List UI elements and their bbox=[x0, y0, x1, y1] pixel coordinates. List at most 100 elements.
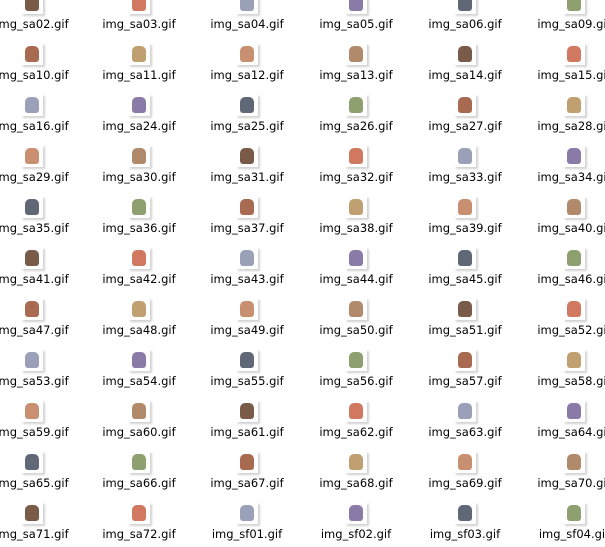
file-item[interactable]: img_sa04.gif bbox=[197, 0, 297, 42]
file-item[interactable]: img_sa32.gif bbox=[306, 145, 406, 195]
file-thumbnail bbox=[563, 400, 585, 422]
file-item[interactable]: img_sa66.gif bbox=[89, 451, 189, 501]
file-item[interactable]: img_sa55.gif bbox=[197, 349, 297, 399]
file-thumbnail bbox=[454, 196, 476, 218]
file-item[interactable]: img_sa68.gif bbox=[306, 451, 406, 501]
file-item[interactable]: img_sa56.gif bbox=[306, 349, 406, 399]
file-icon bbox=[132, 0, 146, 11]
file-item[interactable]: img_sa02.gif bbox=[0, 0, 82, 42]
file-item[interactable]: img_sa26.gif bbox=[306, 94, 406, 144]
file-item[interactable]: img_sa40.gif bbox=[524, 196, 605, 246]
file-icon bbox=[240, 352, 254, 368]
file-item[interactable]: img_sa53.gif bbox=[0, 349, 82, 399]
file-item[interactable]: img_sa34.gif bbox=[524, 145, 605, 195]
file-item[interactable]: img_sa64.gif bbox=[524, 400, 605, 450]
file-item[interactable]: img_sa41.gif bbox=[0, 247, 82, 297]
file-thumbnail bbox=[563, 451, 585, 473]
file-icon bbox=[349, 0, 363, 11]
file-thumbnail bbox=[345, 196, 367, 218]
file-item[interactable]: img_sa71.gif bbox=[0, 502, 82, 547]
file-item[interactable]: img_sa15.gif bbox=[524, 43, 605, 93]
file-thumbnail bbox=[236, 43, 258, 65]
file-icon bbox=[349, 352, 363, 368]
file-thumbnail bbox=[345, 145, 367, 167]
file-item[interactable]: img_sa09.gif bbox=[524, 0, 605, 42]
file-item[interactable]: img_sa49.gif bbox=[197, 298, 297, 348]
file-item[interactable]: img_sa46.gif bbox=[524, 247, 605, 297]
file-item[interactable]: img_sa61.gif bbox=[197, 400, 297, 450]
file-item[interactable]: img_sa51.gif bbox=[415, 298, 515, 348]
file-name: img_sa33.gif bbox=[428, 170, 502, 184]
file-item[interactable]: img_sa10.gif bbox=[0, 43, 82, 93]
file-item[interactable]: img_sa03.gif bbox=[89, 0, 189, 42]
file-icon bbox=[240, 97, 254, 113]
file-item[interactable]: img_sa35.gif bbox=[0, 196, 82, 246]
file-item[interactable]: img_sa33.gif bbox=[415, 145, 515, 195]
file-thumbnail bbox=[563, 349, 585, 371]
file-icon bbox=[349, 148, 363, 164]
file-item[interactable]: img_sa25.gif bbox=[197, 94, 297, 144]
file-item[interactable]: img_sa65.gif bbox=[0, 451, 82, 501]
file-item[interactable]: img_sa06.gif bbox=[415, 0, 515, 42]
file-item[interactable]: img_sa11.gif bbox=[89, 43, 189, 93]
file-thumbnail bbox=[563, 247, 585, 269]
file-item[interactable]: img_sa12.gif bbox=[197, 43, 297, 93]
file-icon bbox=[458, 148, 472, 164]
file-thumbnail bbox=[128, 298, 150, 320]
file-name: img_sa61.gif bbox=[210, 425, 284, 439]
file-name: img_sa51.gif bbox=[428, 323, 502, 337]
file-item[interactable]: img_sa63.gif bbox=[415, 400, 515, 450]
file-item[interactable]: img_sa43.gif bbox=[197, 247, 297, 297]
file-item[interactable]: img_sa48.gif bbox=[89, 298, 189, 348]
file-item[interactable]: img_sa28.gif bbox=[524, 94, 605, 144]
file-item[interactable]: img_sa13.gif bbox=[306, 43, 406, 93]
file-name: img_sa28.gif bbox=[537, 119, 605, 133]
file-name: img_sa10.gif bbox=[0, 68, 69, 82]
file-name: img_sa62.gif bbox=[319, 425, 393, 439]
file-item[interactable]: img_sa14.gif bbox=[415, 43, 515, 93]
file-item[interactable]: img_sa24.gif bbox=[89, 94, 189, 144]
file-item[interactable]: img_sa70.gif bbox=[524, 451, 605, 501]
file-item[interactable]: img_sa31.gif bbox=[197, 145, 297, 195]
file-item[interactable]: img_sa54.gif bbox=[89, 349, 189, 399]
file-item[interactable]: img_sa37.gif bbox=[197, 196, 297, 246]
file-item[interactable]: img_sa36.gif bbox=[89, 196, 189, 246]
file-item[interactable]: img_sa30.gif bbox=[89, 145, 189, 195]
file-name: img_sa02.gif bbox=[0, 17, 69, 31]
file-icon bbox=[25, 403, 39, 419]
file-item[interactable]: img_sa39.gif bbox=[415, 196, 515, 246]
file-name: img_sa47.gif bbox=[0, 323, 69, 337]
file-item[interactable]: img_sa44.gif bbox=[306, 247, 406, 297]
file-item[interactable]: img_sa16.gif bbox=[0, 94, 82, 144]
file-item[interactable]: img_sa05.gif bbox=[306, 0, 406, 42]
file-item[interactable]: img_sa59.gif bbox=[0, 400, 82, 450]
file-item[interactable]: img_sa69.gif bbox=[415, 451, 515, 501]
file-item[interactable]: img_sa62.gif bbox=[306, 400, 406, 450]
file-item[interactable]: img_sa45.gif bbox=[415, 247, 515, 297]
file-name: img_sa43.gif bbox=[210, 272, 284, 286]
file-thumbnail bbox=[21, 502, 43, 524]
file-thumbnail bbox=[128, 196, 150, 218]
file-item[interactable]: img_sa42.gif bbox=[89, 247, 189, 297]
file-icon bbox=[240, 250, 254, 266]
file-item[interactable]: img_sa38.gif bbox=[306, 196, 406, 246]
file-item[interactable]: img_sa67.gif bbox=[197, 451, 297, 501]
file-item[interactable]: img_sf03.gif bbox=[415, 502, 515, 547]
file-item[interactable]: img_sa50.gif bbox=[306, 298, 406, 348]
file-item[interactable]: img_sa58.gif bbox=[524, 349, 605, 399]
file-item[interactable]: img_sa72.gif bbox=[89, 502, 189, 547]
file-item[interactable]: img_sf04.gif bbox=[524, 502, 605, 547]
file-item[interactable]: img_sa29.gif bbox=[0, 145, 82, 195]
file-item[interactable]: img_sf01.gif bbox=[197, 502, 297, 547]
file-item[interactable]: img_sa60.gif bbox=[89, 400, 189, 450]
file-item[interactable]: img_sa27.gif bbox=[415, 94, 515, 144]
file-item[interactable]: img_sa47.gif bbox=[0, 298, 82, 348]
file-name: img_sa26.gif bbox=[319, 119, 393, 133]
file-item[interactable]: img_sf02.gif bbox=[306, 502, 406, 547]
file-thumbnail bbox=[236, 145, 258, 167]
file-item[interactable]: img_sa52.gif bbox=[524, 298, 605, 348]
file-thumbnail bbox=[21, 298, 43, 320]
file-thumbnail bbox=[21, 400, 43, 422]
file-name: img_sa48.gif bbox=[102, 323, 176, 337]
file-item[interactable]: img_sa57.gif bbox=[415, 349, 515, 399]
